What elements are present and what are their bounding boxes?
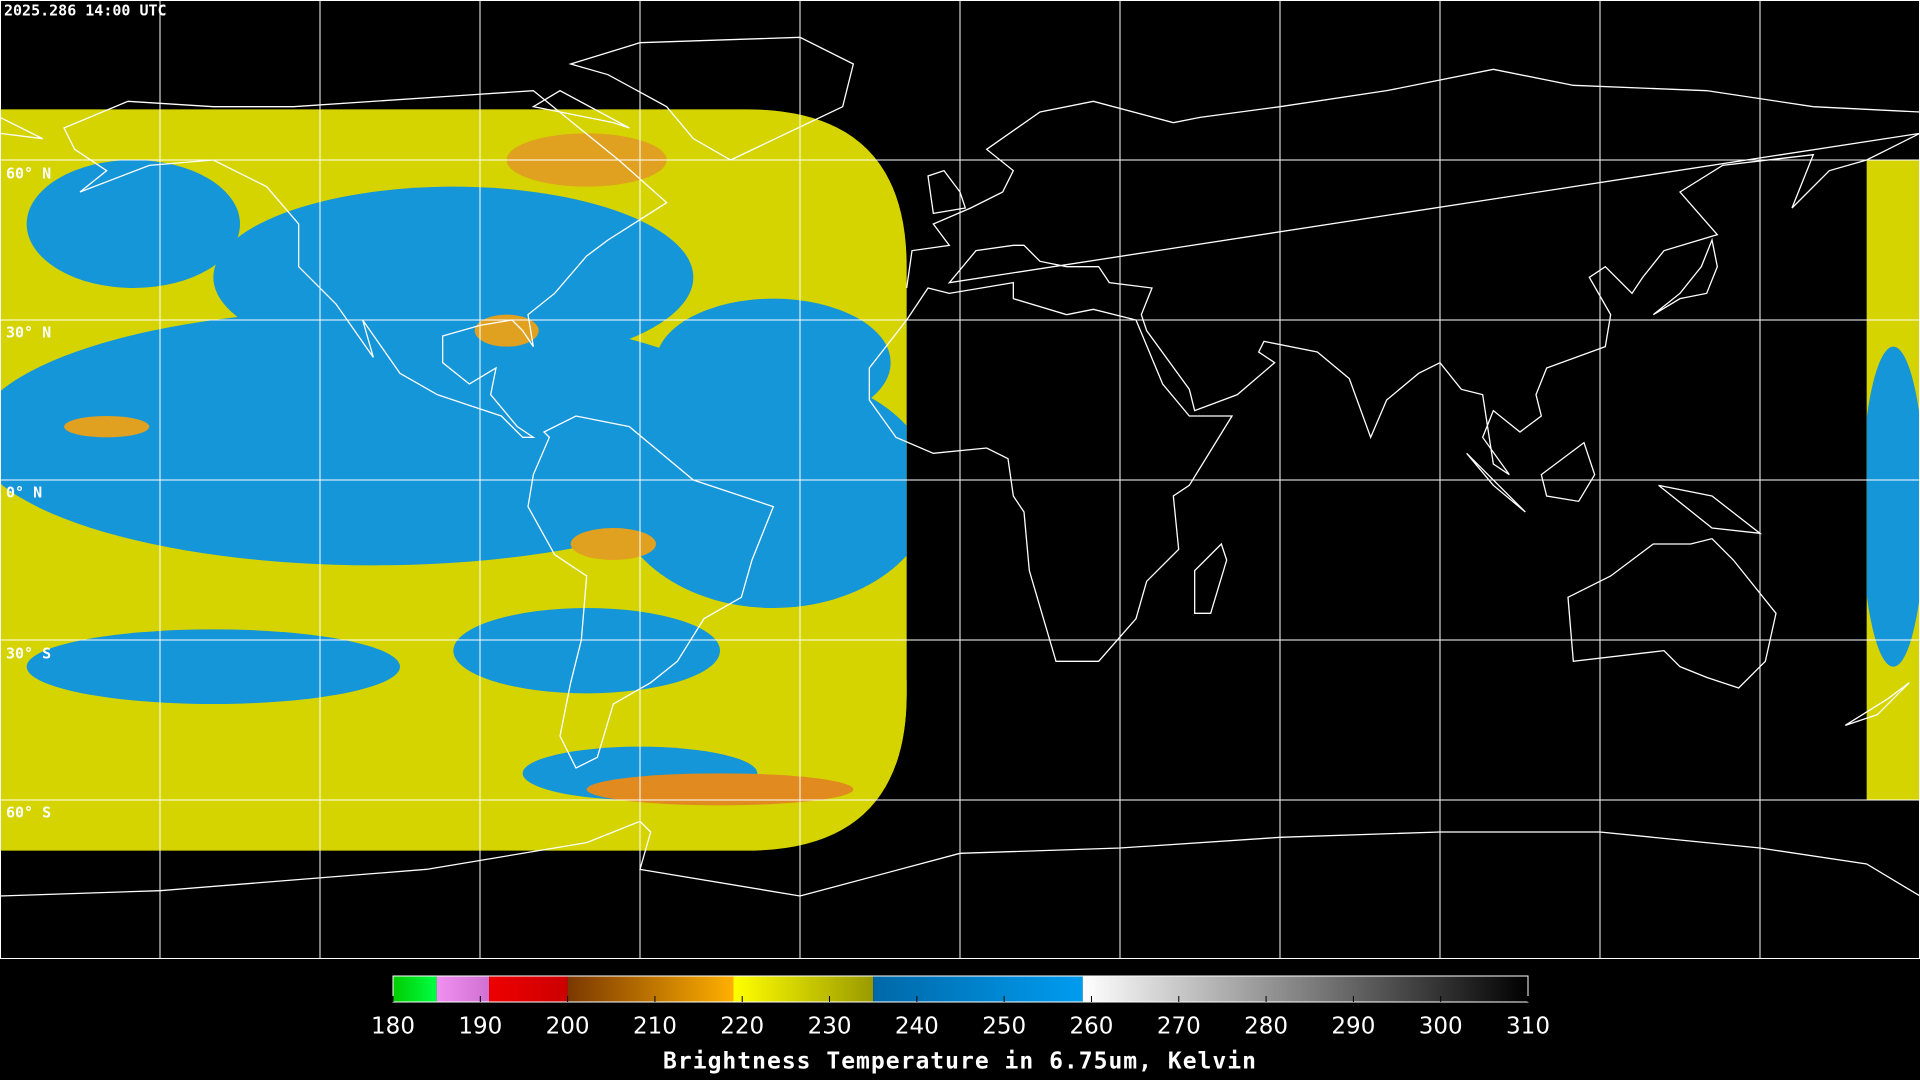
- colorbar-tick-label: 250: [982, 1014, 1026, 1040]
- colorbar-segment: [873, 976, 1083, 1002]
- colorbar-tick-label: 220: [720, 1014, 764, 1040]
- colorbar-tick-label: 290: [1331, 1014, 1375, 1040]
- colorbar-title: Brightness Temperature in 6.75um, Kelvin: [663, 1049, 1257, 1075]
- colorbar-tick-label: 180: [371, 1014, 415, 1040]
- colorbar-tick-label: 240: [895, 1014, 939, 1040]
- colorbar-tick-label: 210: [633, 1014, 677, 1040]
- coastlines: [0, 37, 1920, 896]
- colorbar-tick-label: 280: [1244, 1014, 1288, 1040]
- colorbar-segment: [436, 976, 490, 1002]
- latitude-label: 60° S: [6, 804, 51, 822]
- colorbar-segment: [567, 976, 734, 1002]
- colorbar-segment: [733, 976, 874, 1002]
- colorbar-segment: [489, 976, 568, 1002]
- timestamp: 2025.286 14:00 UTC: [4, 2, 167, 20]
- colorbar-tick-label: 300: [1419, 1014, 1463, 1040]
- colorbar-tick-label: 310: [1506, 1014, 1550, 1040]
- colorbar-tick-label: 270: [1157, 1014, 1201, 1040]
- latitude-label: 0° N: [6, 484, 42, 502]
- graticule: [0, 0, 1920, 958]
- latitude-label: 30° S: [6, 645, 51, 663]
- colorbar-segment: [393, 976, 437, 1002]
- latitude-label: 60° N: [6, 165, 51, 183]
- colorbar-tick-label: 260: [1070, 1014, 1114, 1040]
- colorbar-tick-label: 200: [546, 1014, 590, 1040]
- colorbar: 180 190 200 210 220 230 240 250 260 270 280 290 300 3…: [371, 975, 1550, 1040]
- colorbar-segment: [1082, 976, 1528, 1002]
- colorbar-frame: [392, 975, 1529, 1003]
- colorbar-tick-label: 230: [808, 1014, 852, 1040]
- latitude-label: 30° N: [6, 324, 51, 342]
- colorbar-tick-label: 190: [458, 1014, 502, 1040]
